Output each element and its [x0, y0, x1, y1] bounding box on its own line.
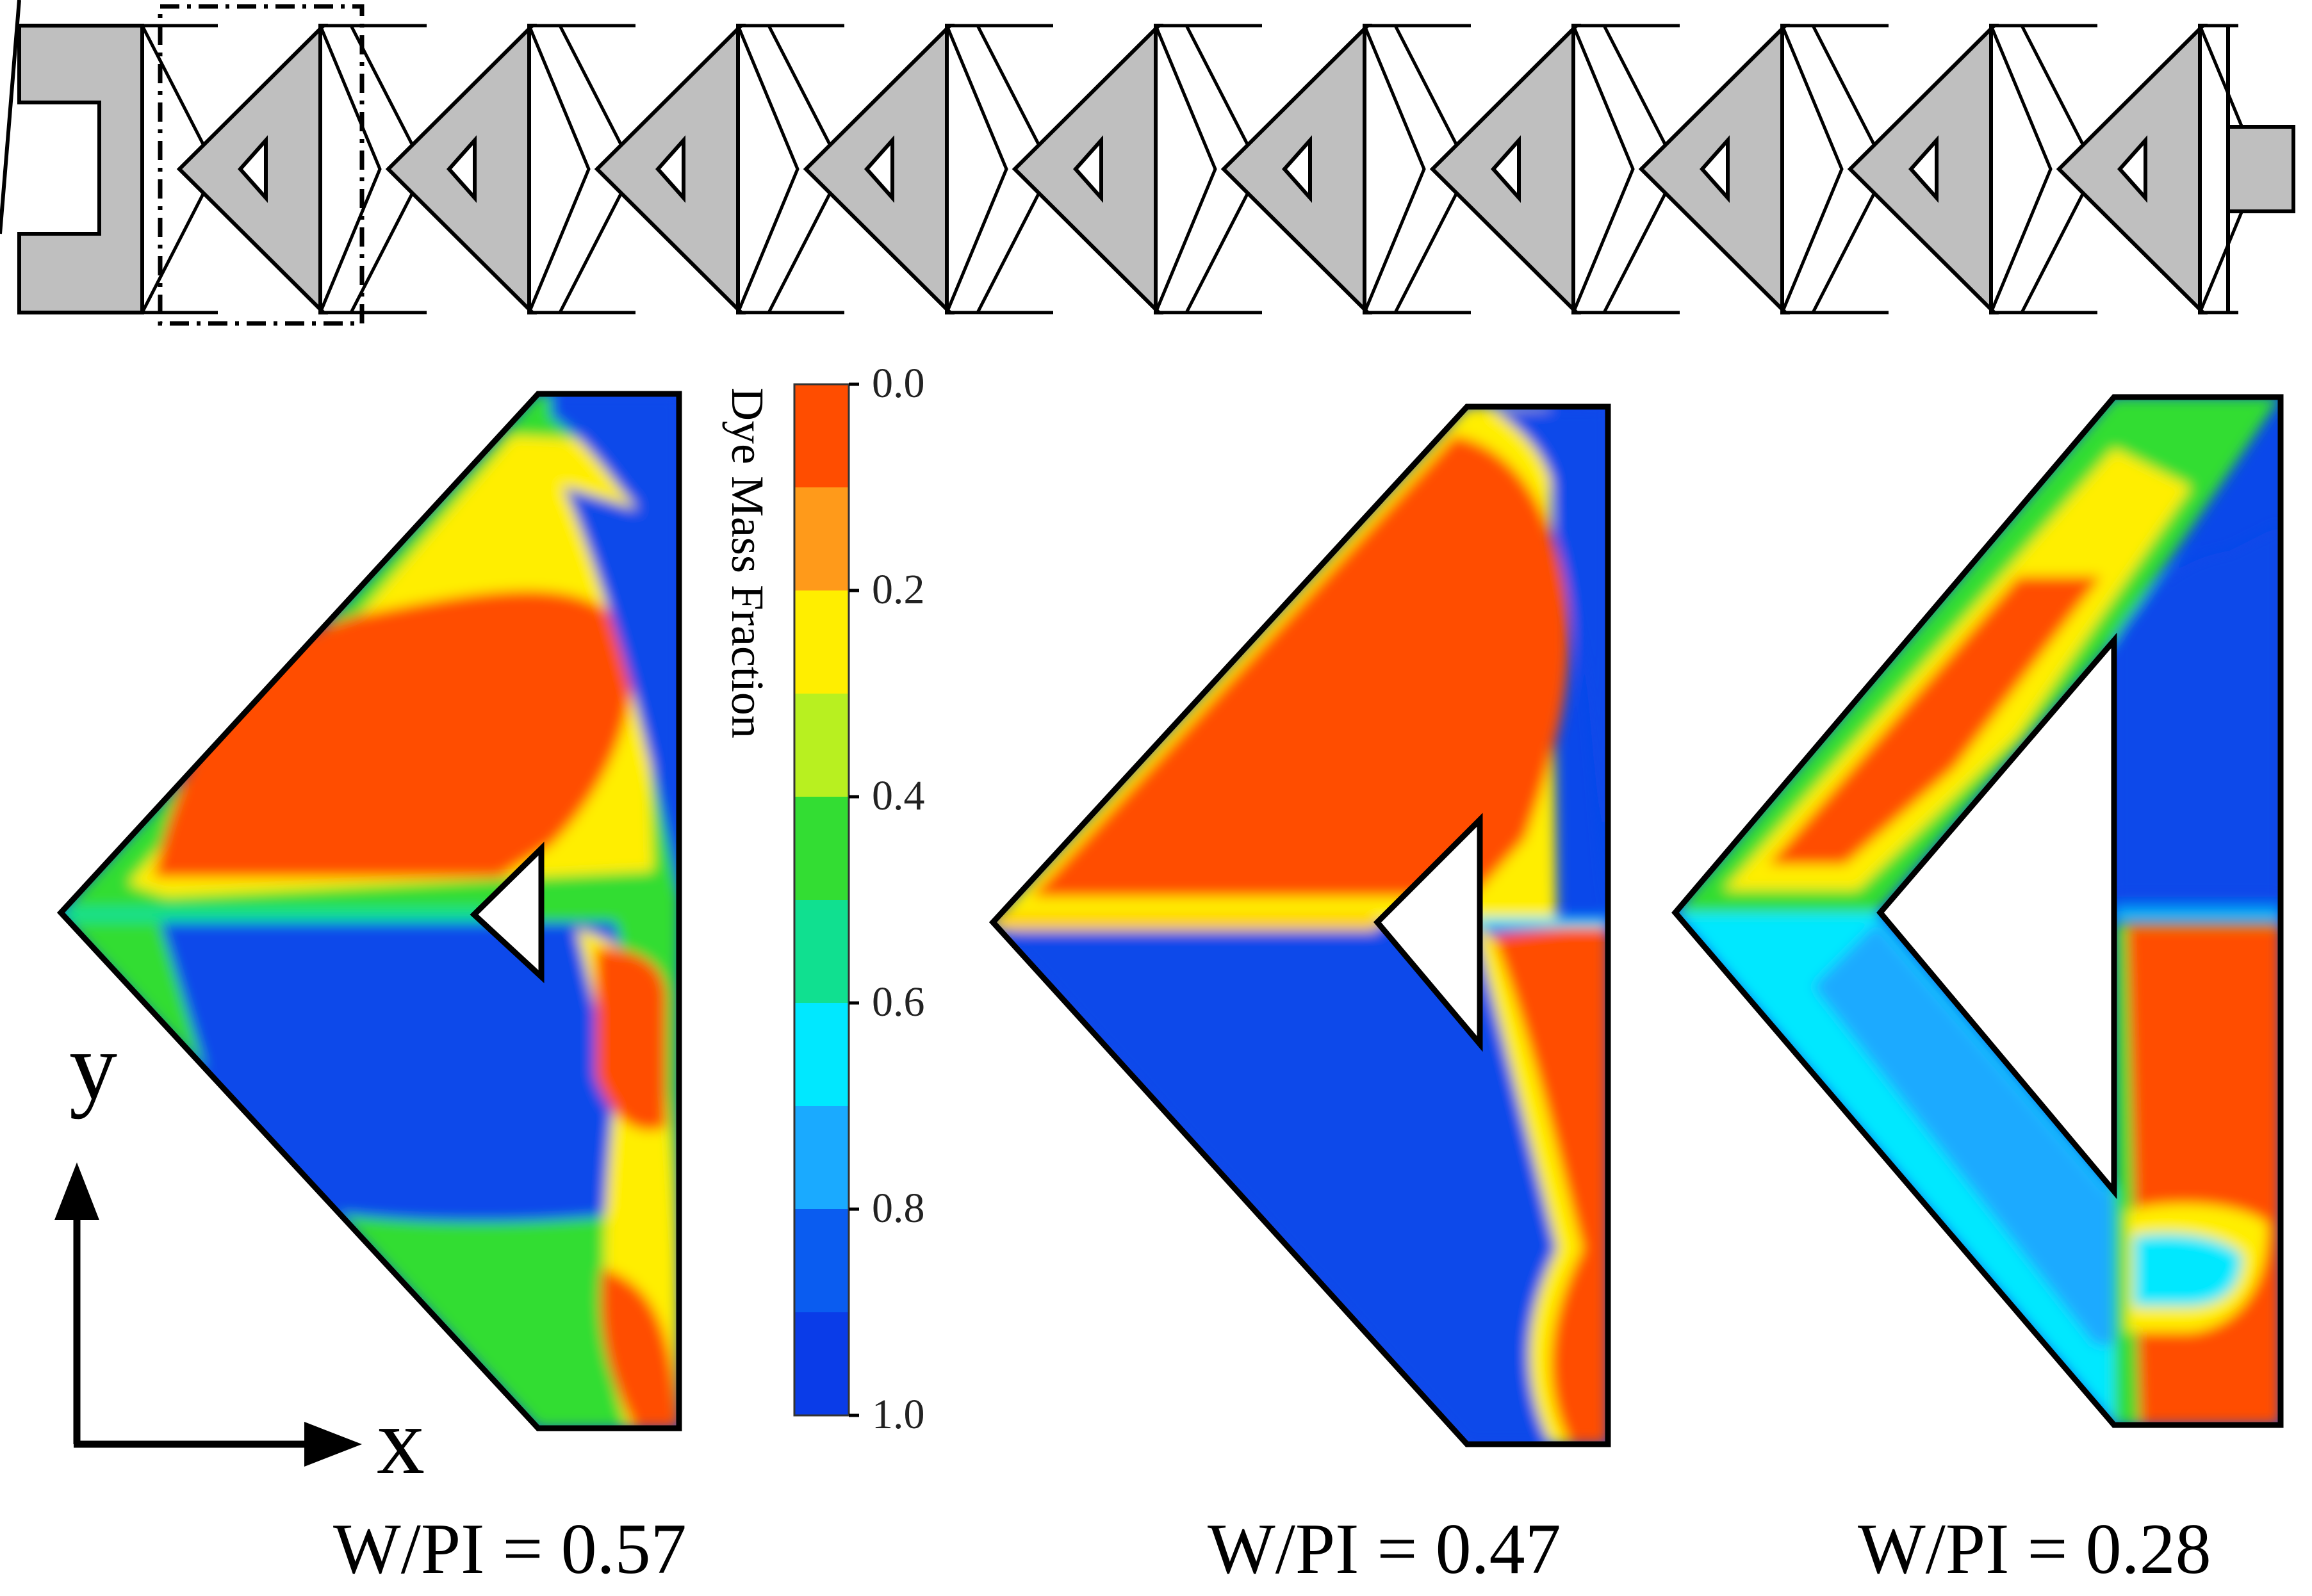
- unit-link: [1989, 24, 2053, 314]
- colorbar-tick-label: 0.2: [872, 566, 925, 613]
- colorbar-band: [794, 1106, 849, 1210]
- colorbar-band: [794, 384, 849, 488]
- unit-link: [527, 24, 591, 314]
- colorbar-band: [794, 797, 849, 900]
- colorbar-band: [794, 1312, 849, 1416]
- unit-hole: [446, 135, 477, 203]
- colorbar-band: [794, 590, 849, 694]
- caption-panel-0.57: W/PI = 0.57: [333, 1510, 687, 1589]
- outlet-block: [2226, 26, 2295, 313]
- colorbar-tick-label: 0.4: [872, 772, 925, 819]
- inner-triangle-b: [1373, 813, 1483, 1052]
- axes-arrows: [54, 1162, 362, 1467]
- unit-hole: [655, 135, 685, 203]
- inner-triangle-a: [470, 842, 545, 984]
- contour-panel-0.57: [56, 391, 682, 1431]
- colorbar-tick-label: 0.0: [872, 360, 925, 407]
- unit-link: [1154, 24, 1217, 314]
- unit-link: [1363, 24, 1426, 314]
- unit-hole: [237, 135, 268, 203]
- colorbar: [793, 382, 859, 1417]
- colorbar-band: [794, 900, 849, 1004]
- y-arrowhead: [54, 1162, 99, 1220]
- selection-box: [158, 4, 365, 326]
- channel-units: [140, 24, 2261, 314]
- colorbar-tick-label: 0.6: [872, 979, 925, 1025]
- colorbar-tick-label: 0.8: [872, 1185, 925, 1232]
- unit-hole: [1072, 135, 1103, 203]
- colorbar-band: [794, 487, 849, 591]
- unit-link: [1780, 24, 1844, 314]
- unit-link: [945, 24, 1008, 314]
- colorbar-tick-marks: [849, 382, 859, 1417]
- caption-panel-0.28: W/PI = 0.28: [1858, 1510, 2211, 1589]
- colorbar-title: Dye Mass Fraction: [722, 387, 773, 738]
- unit-hole: [864, 135, 894, 203]
- unit-link: [736, 24, 799, 314]
- colorbar-band: [794, 1003, 849, 1107]
- x-arrowhead: [304, 1422, 362, 1467]
- y-axis-label: y: [69, 1013, 117, 1120]
- inlet-block: [17, 24, 144, 314]
- unit-link: [1571, 24, 1635, 314]
- inner-triangle-c: [1876, 632, 2117, 1200]
- contour-panel-0.28: [1671, 394, 2284, 1428]
- unit-link: [318, 24, 382, 314]
- colorbar-tick-label: 1.0: [872, 1391, 925, 1438]
- unit-hole: [2117, 135, 2147, 203]
- contour-panel-0.47: [988, 403, 1611, 1447]
- channel-schematic: [0, 0, 2295, 326]
- colorbar-bands: [794, 384, 849, 1416]
- unit-hole: [1699, 135, 1730, 203]
- unit-hole: [1281, 135, 1312, 203]
- unit-hole: [1908, 135, 1939, 203]
- unit-hole: [1490, 135, 1521, 203]
- colorbar-band: [794, 1209, 849, 1313]
- caption-panel-0.47: W/PI = 0.47: [1208, 1510, 1561, 1589]
- colorbar-band: [794, 694, 849, 797]
- x-axis-label: x: [377, 1388, 425, 1494]
